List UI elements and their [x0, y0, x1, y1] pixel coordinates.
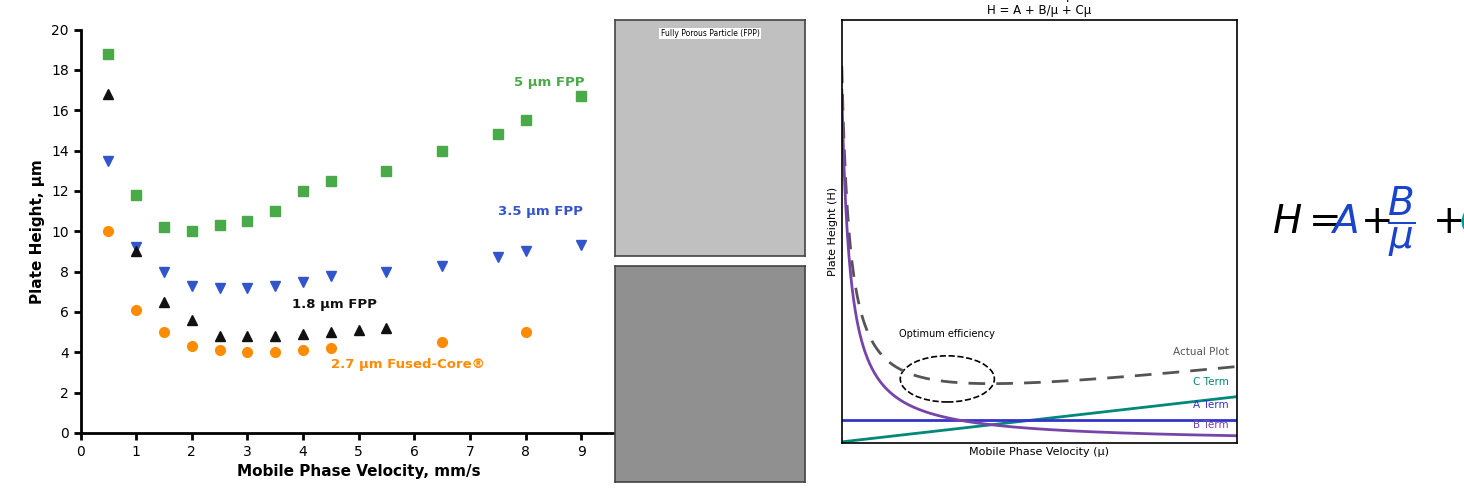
Text: C Term: C Term — [1193, 377, 1228, 387]
Text: $\mathit{C}\mu$: $\mathit{C}\mu$ — [1458, 201, 1464, 244]
Text: $\dfrac{\mathit{B}}{\mu}$: $\dfrac{\mathit{B}}{\mu}$ — [1386, 185, 1416, 259]
Text: 5 μm FPP: 5 μm FPP — [514, 76, 586, 89]
Text: B Term: B Term — [1193, 420, 1228, 430]
Y-axis label: Plate Height (H): Plate Height (H) — [827, 186, 837, 276]
Text: Optimum efficiency: Optimum efficiency — [899, 329, 996, 338]
Text: $+$: $+$ — [1432, 203, 1463, 242]
Text: $\mathit{H}=$: $\mathit{H}=$ — [1272, 203, 1340, 242]
Text: $+$: $+$ — [1360, 203, 1391, 242]
X-axis label: Mobile Phase Velocity, mm/s: Mobile Phase Velocity, mm/s — [237, 464, 480, 479]
Text: $\mathit{A}$: $\mathit{A}$ — [1329, 203, 1357, 242]
Y-axis label: Plate Height, μm: Plate Height, μm — [31, 159, 45, 304]
X-axis label: Mobile Phase Velocity (μ): Mobile Phase Velocity (μ) — [969, 447, 1110, 457]
Text: Fully Porous Particle (FPP): Fully Porous Particle (FPP) — [660, 29, 760, 38]
Text: 3.5 μm FPP: 3.5 μm FPP — [498, 205, 583, 218]
Title: Van Deemter Equation
H = A + B/μ + Cμ: Van Deemter Equation H = A + B/μ + Cμ — [972, 0, 1107, 17]
Text: Actual Plot: Actual Plot — [1173, 347, 1228, 357]
Text: A Term: A Term — [1193, 400, 1228, 410]
Text: 2.7 μm Fused-Core®: 2.7 μm Fused-Core® — [331, 358, 485, 371]
Text: 1.8 μm FPP: 1.8 μm FPP — [291, 298, 376, 311]
